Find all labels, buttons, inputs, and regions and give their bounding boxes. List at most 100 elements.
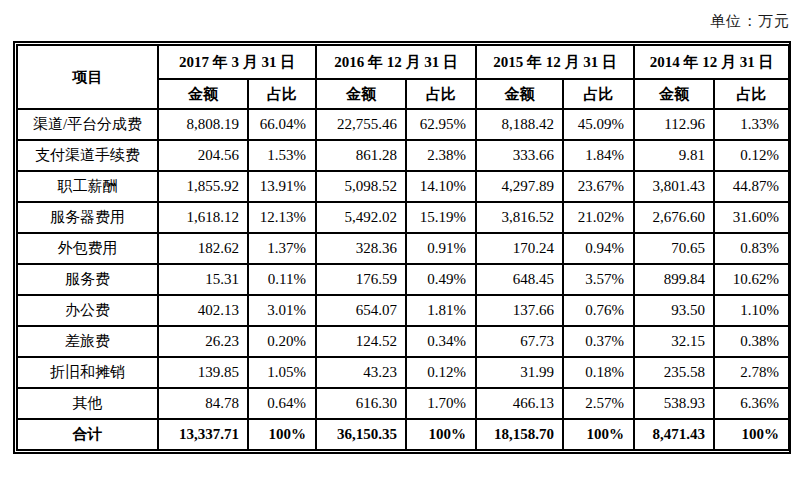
ratio-value: 1.84% bbox=[563, 140, 634, 171]
table-row: 差旅费26.230.20%124.520.34%67.730.37%32.150… bbox=[17, 326, 789, 357]
ratio-value: 0.94% bbox=[563, 233, 634, 264]
ratio-value: 66.04% bbox=[248, 109, 316, 140]
ratio-value: 10.62% bbox=[714, 264, 789, 295]
ratio-value: 1.37% bbox=[248, 233, 316, 264]
amount-value: 137.66 bbox=[476, 295, 563, 326]
amount-value: 402.13 bbox=[158, 295, 248, 326]
amount-value: 3,801.43 bbox=[634, 171, 714, 202]
table-row: 外包费用182.621.37%328.360.91%170.240.94%70.… bbox=[17, 233, 789, 264]
row-label: 服务费 bbox=[17, 264, 158, 295]
amount-value: 899.84 bbox=[634, 264, 714, 295]
amount-value: 8,808.19 bbox=[158, 109, 248, 140]
ratio-value: 62.95% bbox=[406, 109, 476, 140]
ratio-value: 0.91% bbox=[406, 233, 476, 264]
ratio-value: 15.19% bbox=[406, 202, 476, 233]
unit-label: 单位：万元 bbox=[710, 12, 790, 31]
row-label: 差旅费 bbox=[17, 326, 158, 357]
amount-value: 648.45 bbox=[476, 264, 563, 295]
table-row: 职工薪酬1,855.9213.91%5,098.5214.10%4,297.89… bbox=[17, 171, 789, 202]
table-row: 服务费15.310.11%176.590.49%648.453.57%899.8… bbox=[17, 264, 789, 295]
amount-value: 112.96 bbox=[634, 109, 714, 140]
ratio-value: 2.57% bbox=[563, 388, 634, 419]
amount-value: 616.30 bbox=[316, 388, 406, 419]
ratio-value: 0.49% bbox=[406, 264, 476, 295]
amount-value: 43.23 bbox=[316, 357, 406, 388]
amount-value: 22,755.46 bbox=[316, 109, 406, 140]
amount-value: 8,188.42 bbox=[476, 109, 563, 140]
period-header-row: 项目 2017 年 3 月 31 日 2016 年 12 月 31 日 2015… bbox=[17, 45, 789, 79]
amount-value: 8,471.43 bbox=[634, 419, 714, 450]
row-label: 其他 bbox=[17, 388, 158, 419]
table-row: 服务器费用1,618.1212.13%5,492.0215.19%3,816.5… bbox=[17, 202, 789, 233]
ratio-value: 0.76% bbox=[563, 295, 634, 326]
ratio-value: 0.64% bbox=[248, 388, 316, 419]
ratio-value: 12.13% bbox=[248, 202, 316, 233]
ratio-value: 100% bbox=[563, 419, 634, 450]
amount-value: 538.93 bbox=[634, 388, 714, 419]
amount-value: 84.78 bbox=[158, 388, 248, 419]
amount-value: 170.24 bbox=[476, 233, 563, 264]
ratio-value: 1.70% bbox=[406, 388, 476, 419]
expense-table-grid: 项目 2017 年 3 月 31 日 2016 年 12 月 31 日 2015… bbox=[16, 44, 790, 451]
ratio-value: 0.11% bbox=[248, 264, 316, 295]
ratio-value: 2.38% bbox=[406, 140, 476, 171]
ratio-value: 0.18% bbox=[563, 357, 634, 388]
ratio-value: 0.12% bbox=[406, 357, 476, 388]
amount-value: 15.31 bbox=[158, 264, 248, 295]
amount-value: 36,150.35 bbox=[316, 419, 406, 450]
ratio-value: 1.53% bbox=[248, 140, 316, 171]
row-label: 渠道/平台分成费 bbox=[17, 109, 158, 140]
ratio-value: 3.57% bbox=[563, 264, 634, 295]
table-body: 渠道/平台分成费8,808.1966.04%22,755.4662.95%8,1… bbox=[17, 109, 789, 450]
row-label: 支付渠道手续费 bbox=[17, 140, 158, 171]
ratio-value: 6.36% bbox=[714, 388, 789, 419]
amount-value: 70.65 bbox=[634, 233, 714, 264]
amount-value: 204.56 bbox=[158, 140, 248, 171]
ratio-value: 0.12% bbox=[714, 140, 789, 171]
ratio-header: 占比 bbox=[714, 79, 789, 109]
amount-value: 466.13 bbox=[476, 388, 563, 419]
ratio-value: 0.20% bbox=[248, 326, 316, 357]
amount-value: 67.73 bbox=[476, 326, 563, 357]
period-header-2016: 2016 年 12 月 31 日 bbox=[316, 45, 476, 79]
table-row: 渠道/平台分成费8,808.1966.04%22,755.4662.95%8,1… bbox=[17, 109, 789, 140]
ratio-header: 占比 bbox=[563, 79, 634, 109]
ratio-value: 14.10% bbox=[406, 171, 476, 202]
ratio-header: 占比 bbox=[248, 79, 316, 109]
row-label: 办公费 bbox=[17, 295, 158, 326]
row-label: 合计 bbox=[17, 419, 158, 450]
ratio-value: 0.83% bbox=[714, 233, 789, 264]
amount-value: 861.28 bbox=[316, 140, 406, 171]
amount-value: 182.62 bbox=[158, 233, 248, 264]
ratio-value: 23.67% bbox=[563, 171, 634, 202]
table-row: 合计13,337.71100%36,150.35100%18,158.70100… bbox=[17, 419, 789, 450]
amount-header: 金额 bbox=[634, 79, 714, 109]
amount-value: 9.81 bbox=[634, 140, 714, 171]
amount-value: 333.66 bbox=[476, 140, 563, 171]
period-header-2014: 2014 年 12 月 31 日 bbox=[634, 45, 789, 79]
ratio-value: 3.01% bbox=[248, 295, 316, 326]
table-header: 项目 2017 年 3 月 31 日 2016 年 12 月 31 日 2015… bbox=[17, 45, 789, 109]
amount-value: 31.99 bbox=[476, 357, 563, 388]
amount-value: 139.85 bbox=[158, 357, 248, 388]
amount-value: 18,158.70 bbox=[476, 419, 563, 450]
amount-value: 328.36 bbox=[316, 233, 406, 264]
amount-value: 176.59 bbox=[316, 264, 406, 295]
ratio-value: 2.78% bbox=[714, 357, 789, 388]
ratio-value: 100% bbox=[248, 419, 316, 450]
amount-value: 235.58 bbox=[634, 357, 714, 388]
amount-value: 4,297.89 bbox=[476, 171, 563, 202]
row-label: 外包费用 bbox=[17, 233, 158, 264]
ratio-value: 13.91% bbox=[248, 171, 316, 202]
period-header-2015: 2015 年 12 月 31 日 bbox=[476, 45, 634, 79]
ratio-header: 占比 bbox=[406, 79, 476, 109]
amount-header: 金额 bbox=[476, 79, 563, 109]
ratio-value: 21.02% bbox=[563, 202, 634, 233]
table-row: 其他84.780.64%616.301.70%466.132.57%538.93… bbox=[17, 388, 789, 419]
ratio-value: 1.81% bbox=[406, 295, 476, 326]
corner-header: 项目 bbox=[17, 45, 158, 109]
ratio-value: 31.60% bbox=[714, 202, 789, 233]
amount-value: 3,816.52 bbox=[476, 202, 563, 233]
ratio-value: 44.87% bbox=[714, 171, 789, 202]
row-label: 职工薪酬 bbox=[17, 171, 158, 202]
